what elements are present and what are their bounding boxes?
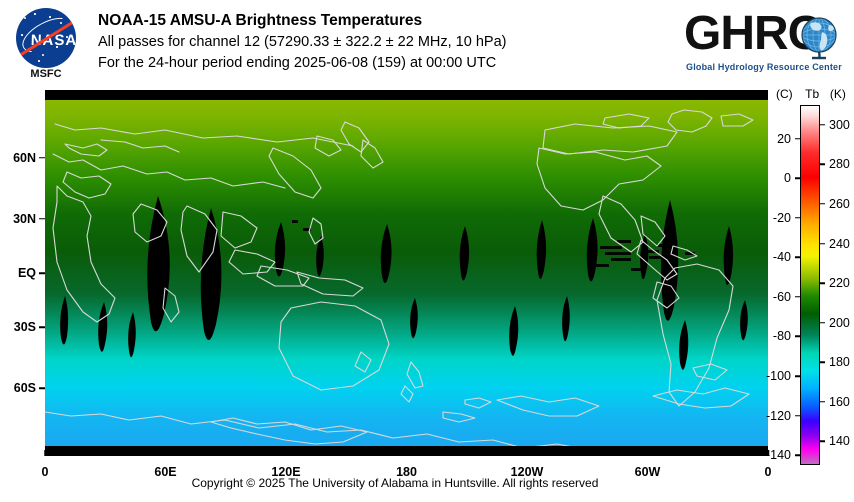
x-tick-mark bbox=[285, 450, 287, 456]
x-tick-mark bbox=[405, 450, 408, 456]
colorbar-label-c-20: 20 bbox=[777, 131, 791, 146]
x-axis-label-180: 180 bbox=[396, 465, 417, 479]
colorbar-tick-mark bbox=[795, 216, 800, 219]
colorbar-label-k-140: 140 bbox=[829, 434, 850, 449]
colorbar[interactable]: 20 0 -20 -40 -60 -80 -100 -120 -140 300 … bbox=[766, 105, 850, 465]
colorbar-label-c-m20: -20 bbox=[772, 210, 791, 225]
y-tick-mark bbox=[39, 217, 45, 220]
page-subtitle: All passes for channel 12 (57290.33 ± 32… bbox=[98, 34, 507, 50]
colorbar-label-k-260: 260 bbox=[829, 196, 850, 211]
colorbar-tick-mark bbox=[820, 361, 825, 363]
colorbar-tick-mark bbox=[820, 242, 825, 245]
nasa-center-label: MSFC bbox=[30, 68, 62, 80]
x-tick-mark bbox=[164, 450, 167, 456]
colorbar-tick-mark bbox=[795, 296, 800, 298]
colorbar-label-c-m60: -60 bbox=[772, 289, 791, 304]
colorbar-tick-mark bbox=[795, 335, 800, 338]
colorbar-tick-mark bbox=[820, 124, 825, 126]
coastline-overlay bbox=[45, 109, 754, 446]
colorbar-quantity-label: Tb bbox=[805, 87, 820, 101]
y-axis-label-eq: EQ bbox=[17, 266, 36, 280]
y-axis-label-60s: 60S bbox=[13, 381, 36, 396]
x-axis-label-0w: 0 bbox=[764, 465, 772, 479]
x-tick-mark bbox=[526, 450, 528, 456]
y-tick-mark bbox=[39, 156, 45, 159]
colorbar-tick-mark bbox=[795, 177, 800, 179]
colorbar-unit-kelvin: (K) bbox=[829, 87, 846, 101]
colorbar-tick-mark bbox=[820, 203, 825, 205]
colorbar-label-k-220: 220 bbox=[829, 276, 850, 290]
colorbar-label-c-m40: -40 bbox=[772, 250, 791, 265]
page-title: NOAA-15 AMSU-A Brightness Temperatures bbox=[98, 12, 423, 29]
brightness-temperature-map[interactable] bbox=[45, 100, 768, 446]
x-tick-mark bbox=[44, 450, 46, 456]
y-axis-label-30s: 30S bbox=[13, 320, 36, 335]
colorbar-tick-mark bbox=[795, 137, 800, 140]
y-axis-label-30n: 30N bbox=[13, 211, 36, 226]
colorbar-label-c-m80: -80 bbox=[772, 329, 791, 344]
colorbar-label-k-240: 240 bbox=[829, 236, 850, 251]
map-panel[interactable]: 60N 30N EQ 30S 60S 0 60E 120E bbox=[13, 90, 771, 479]
title-block: NOAA-15 AMSU-A Brightness Temperatures A… bbox=[98, 10, 678, 74]
x-axis-label-0e: 0 bbox=[41, 465, 49, 479]
colorbar-tick-mark bbox=[820, 400, 825, 403]
colorbar-label-k-160: 160 bbox=[829, 394, 850, 409]
colorbar-tick-mark bbox=[820, 321, 825, 324]
x-axis-label-60w: 60W bbox=[634, 465, 661, 479]
colorbar-header: (C) Tb (K) bbox=[776, 87, 846, 101]
y-tick-mark bbox=[39, 326, 45, 329]
colorbar-label-k-280: 280 bbox=[829, 157, 850, 172]
nasa-logo: NASA MSFC bbox=[8, 6, 84, 82]
ghrc-tagline: Global Hydrology Resource Center bbox=[686, 62, 842, 72]
y-tick-mark bbox=[39, 387, 45, 390]
page-period: For the 24-hour period ending 2025-06-08… bbox=[98, 55, 497, 71]
colorbar-tick-mark bbox=[820, 440, 825, 443]
colorbar-unit-celsius: (C) bbox=[776, 87, 793, 101]
colorbar-label-c-m120: -120 bbox=[765, 408, 791, 423]
ghrc-letters: GHRC bbox=[684, 7, 822, 60]
x-axis-label-120w: 120W bbox=[510, 465, 544, 479]
x-tick-mark bbox=[646, 450, 649, 456]
ghrc-logo: GHRC Global Hydrology Resource Center bbox=[684, 8, 848, 80]
colorbar-gradient bbox=[800, 105, 820, 465]
nasa-meatball-icon: NASA bbox=[16, 8, 76, 68]
x-axis-label-120e: 120E bbox=[271, 465, 301, 479]
colorbar-tick-mark bbox=[795, 375, 800, 377]
colorbar-label-k-300: 300 bbox=[829, 117, 850, 132]
y-axis-label-60n: 60N bbox=[13, 150, 36, 165]
x-tick-mark bbox=[767, 450, 769, 456]
colorbar-tick-mark bbox=[820, 282, 825, 284]
globe-icon bbox=[801, 17, 837, 60]
y-tick-mark bbox=[39, 272, 45, 274]
colorbar-tick-mark bbox=[795, 454, 800, 456]
colorbar-tick-mark bbox=[795, 256, 800, 259]
colorbar-label-k-200: 200 bbox=[829, 315, 850, 330]
colorbar-tick-mark bbox=[820, 163, 825, 166]
colorbar-tick-mark bbox=[795, 414, 800, 417]
colorbar-label-c-0: 0 bbox=[784, 171, 791, 186]
colorbar-label-k-180: 180 bbox=[829, 355, 850, 370]
copyright-notice: Copyright © 2025 The University of Alaba… bbox=[191, 476, 599, 490]
x-axis-label-60e: 60E bbox=[154, 465, 177, 479]
colorbar-label-c-m100: -100 bbox=[765, 369, 791, 383]
colorbar-label-c-m140: -140 bbox=[765, 448, 791, 463]
